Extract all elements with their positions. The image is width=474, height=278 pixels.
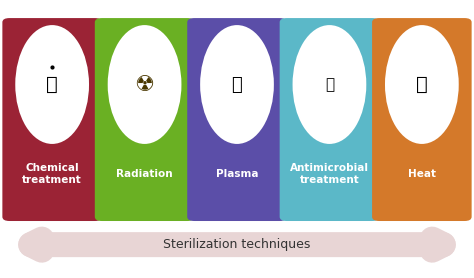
Text: 🦠: 🦠 <box>232 76 242 93</box>
Text: Antimicrobial
treatment: Antimicrobial treatment <box>290 163 369 185</box>
FancyBboxPatch shape <box>372 18 472 221</box>
FancyBboxPatch shape <box>95 18 194 221</box>
Ellipse shape <box>109 26 181 143</box>
Ellipse shape <box>16 26 88 143</box>
Ellipse shape <box>386 26 458 143</box>
Text: 🔥: 🔥 <box>416 75 428 94</box>
Text: Chemical
treatment: Chemical treatment <box>22 163 82 185</box>
FancyBboxPatch shape <box>280 18 379 221</box>
Text: 🧪: 🧪 <box>46 75 58 94</box>
FancyBboxPatch shape <box>2 18 102 221</box>
Text: Radiation: Radiation <box>116 169 173 179</box>
Ellipse shape <box>293 26 365 143</box>
Text: Plasma: Plasma <box>216 169 258 179</box>
FancyArrowPatch shape <box>12 240 462 250</box>
Text: Sterilization techniques: Sterilization techniques <box>164 238 310 251</box>
FancyBboxPatch shape <box>187 18 287 221</box>
Text: 🦠: 🦠 <box>325 77 334 92</box>
Text: Heat: Heat <box>408 169 436 179</box>
Text: ☢: ☢ <box>135 75 155 95</box>
Ellipse shape <box>201 26 273 143</box>
